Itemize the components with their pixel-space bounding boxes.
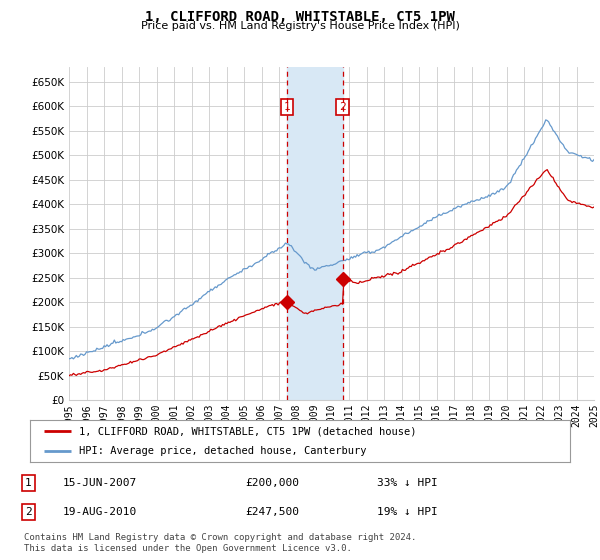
Text: 33% ↓ HPI: 33% ↓ HPI: [377, 478, 438, 488]
Text: 19% ↓ HPI: 19% ↓ HPI: [377, 507, 438, 517]
Text: HPI: Average price, detached house, Canterbury: HPI: Average price, detached house, Cant…: [79, 446, 366, 456]
Text: 2: 2: [339, 102, 346, 112]
Text: 1: 1: [25, 478, 32, 488]
Text: 15-JUN-2007: 15-JUN-2007: [62, 478, 137, 488]
Text: 1, CLIFFORD ROAD, WHITSTABLE, CT5 1PW: 1, CLIFFORD ROAD, WHITSTABLE, CT5 1PW: [145, 10, 455, 24]
Text: £247,500: £247,500: [245, 507, 299, 517]
Text: £200,000: £200,000: [245, 478, 299, 488]
Text: 1: 1: [284, 102, 290, 112]
Bar: [287, 67, 343, 400]
Text: 1, CLIFFORD ROAD, WHITSTABLE, CT5 1PW (detached house): 1, CLIFFORD ROAD, WHITSTABLE, CT5 1PW (d…: [79, 426, 416, 436]
Text: Price paid vs. HM Land Registry's House Price Index (HPI): Price paid vs. HM Land Registry's House …: [140, 21, 460, 31]
Text: Contains HM Land Registry data © Crown copyright and database right 2024.
This d: Contains HM Land Registry data © Crown c…: [24, 533, 416, 553]
Text: 2: 2: [25, 507, 32, 517]
Text: 19-AUG-2010: 19-AUG-2010: [62, 507, 137, 517]
